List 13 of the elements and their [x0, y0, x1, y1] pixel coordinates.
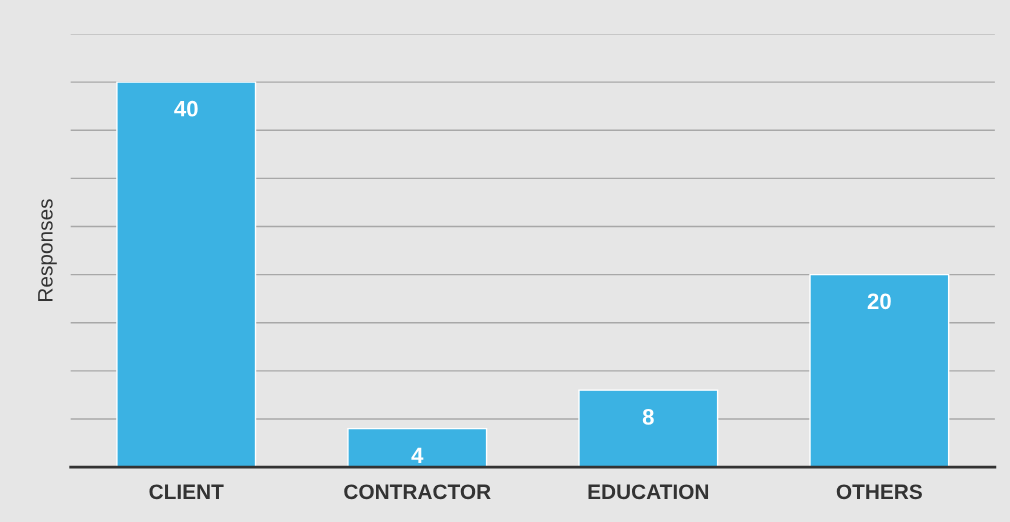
x-tick-label: EDUCATION: [588, 484, 709, 500]
y-axis-title: Responses: [38, 199, 57, 301]
bar: [809, 273, 950, 468]
data-label: 8: [642, 408, 654, 425]
data-label: 4: [411, 447, 424, 463]
x-tick-label: OTHERS: [836, 484, 922, 500]
bar: [347, 427, 488, 468]
x-tick-label: CLIENT: [149, 484, 224, 500]
bar: [116, 81, 257, 468]
data-label: 20: [867, 293, 891, 310]
x-tick-label: CONTRACTOR: [344, 484, 491, 500]
bar: [578, 389, 719, 468]
data-label: 40: [174, 100, 198, 117]
